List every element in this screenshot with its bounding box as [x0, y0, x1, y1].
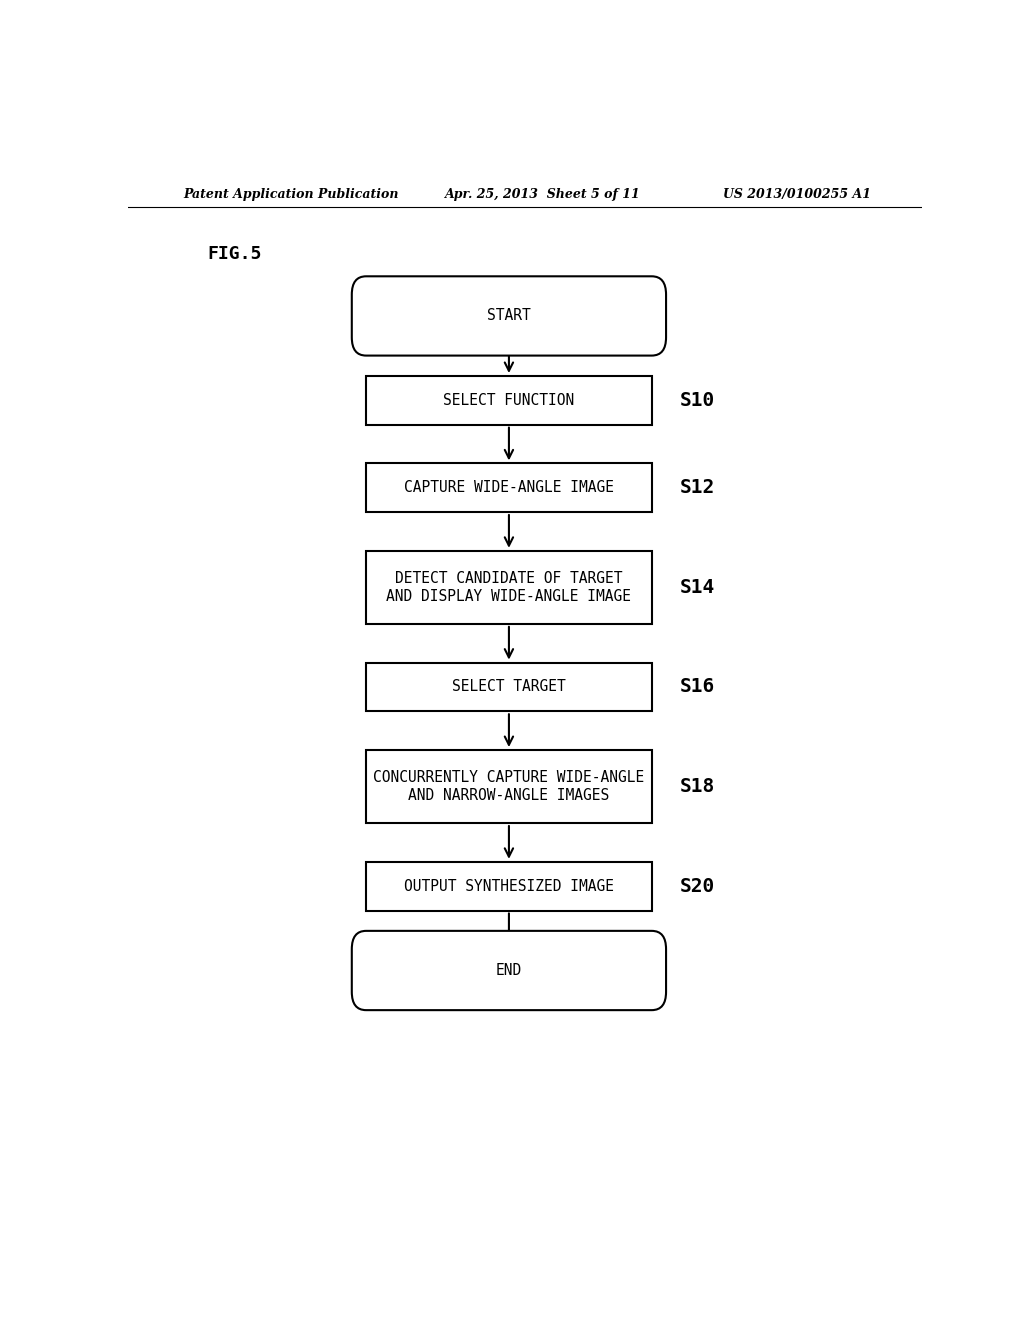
Bar [367, 376, 651, 425]
FancyBboxPatch shape [352, 931, 666, 1010]
Text: S14: S14 [680, 578, 715, 597]
Text: START: START [487, 309, 530, 323]
Bar [367, 663, 651, 711]
Text: DETECT CANDIDATE OF TARGET
AND DISPLAY WIDE-ANGLE IMAGE: DETECT CANDIDATE OF TARGET AND DISPLAY W… [386, 572, 632, 603]
Text: S18: S18 [680, 777, 715, 796]
Text: END: END [496, 964, 522, 978]
Text: S10: S10 [680, 391, 715, 409]
FancyBboxPatch shape [352, 276, 666, 355]
Text: CAPTURE WIDE-ANGLE IMAGE: CAPTURE WIDE-ANGLE IMAGE [403, 480, 614, 495]
Text: Apr. 25, 2013  Sheet 5 of 11: Apr. 25, 2013 Sheet 5 of 11 [445, 189, 641, 202]
Bar [367, 550, 651, 624]
Text: CONCURRENTLY CAPTURE WIDE-ANGLE
AND NARROW-ANGLE IMAGES: CONCURRENTLY CAPTURE WIDE-ANGLE AND NARR… [374, 771, 644, 803]
Text: SELECT TARGET: SELECT TARGET [452, 680, 566, 694]
Text: S16: S16 [680, 677, 715, 697]
Text: OUTPUT SYNTHESIZED IMAGE: OUTPUT SYNTHESIZED IMAGE [403, 879, 614, 894]
Text: S12: S12 [680, 478, 715, 498]
Text: S20: S20 [680, 876, 715, 896]
Bar [367, 463, 651, 512]
Text: FIG.5: FIG.5 [207, 244, 262, 263]
Bar [367, 862, 651, 911]
Text: SELECT FUNCTION: SELECT FUNCTION [443, 393, 574, 408]
Bar [367, 750, 651, 824]
Text: Patent Application Publication: Patent Application Publication [183, 189, 399, 202]
Text: US 2013/0100255 A1: US 2013/0100255 A1 [723, 189, 871, 202]
